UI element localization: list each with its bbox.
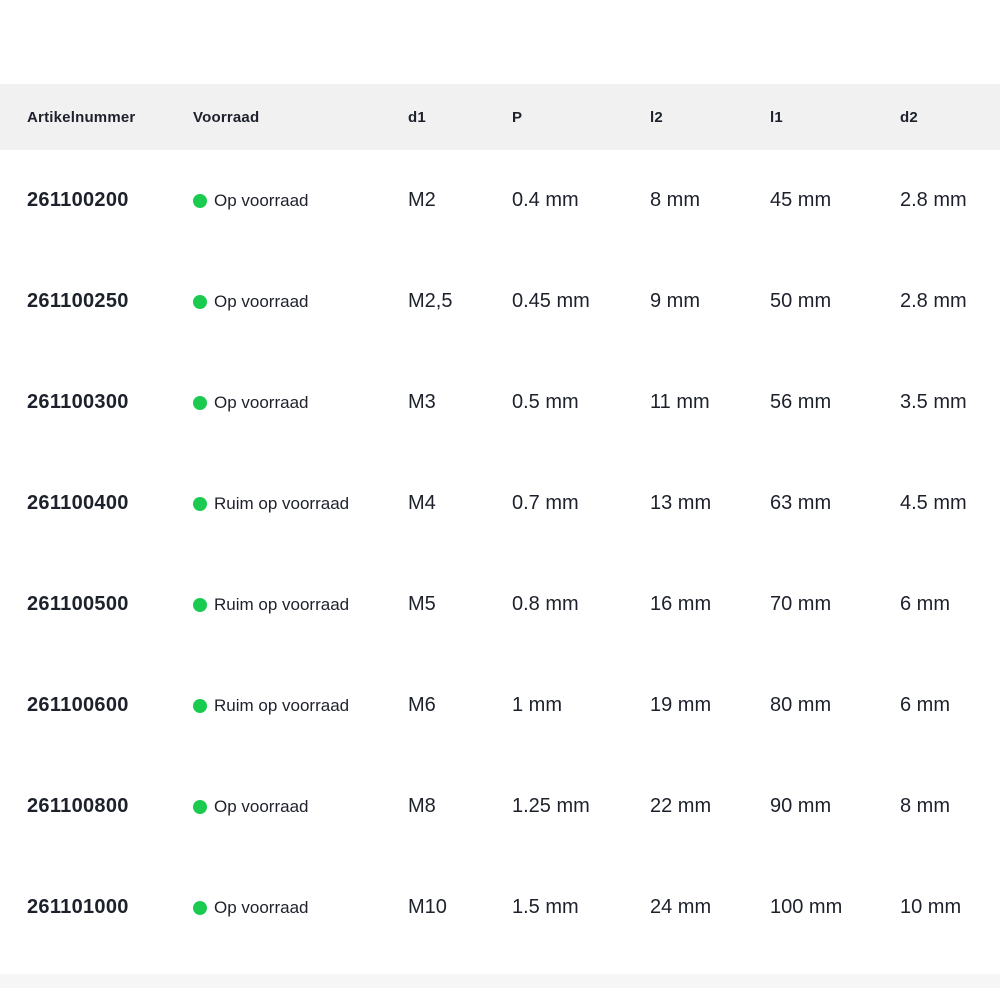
cell-l2: 22 mm bbox=[650, 795, 712, 817]
cell-p: 1.25 mm bbox=[512, 795, 590, 817]
cell-l1: 56 mm bbox=[770, 391, 832, 413]
cell-l1: 50 mm bbox=[770, 290, 832, 312]
stock-status-label: Op voorraad bbox=[214, 190, 309, 210]
stock-status: Op voorraad bbox=[193, 191, 408, 211]
stock-status-label: Ruim op voorraad bbox=[214, 493, 350, 513]
cell-d1: M3 bbox=[408, 391, 436, 413]
in-stock-dot-icon bbox=[193, 496, 207, 511]
stock-status: Op voorraad bbox=[193, 393, 408, 413]
cell-d1: M8 bbox=[408, 795, 436, 817]
article-number: 261100600 bbox=[27, 694, 129, 716]
cell-p: 0.7 mm bbox=[512, 492, 579, 514]
in-stock-dot-icon bbox=[193, 698, 207, 713]
cell-d2: 2.8 mm bbox=[900, 189, 967, 211]
in-stock-dot-icon bbox=[193, 193, 207, 208]
cell-l1: 100 mm bbox=[770, 896, 843, 918]
column-header-l1: l1 bbox=[770, 108, 783, 126]
table-row: 261100300 Op voorraad M3 0.5 mm 11 mm 56 mm 3.… bbox=[0, 352, 1000, 453]
table-row: 261100500 Ruim op voorraad M5 0.8 mm 16 mm 70… bbox=[0, 554, 1000, 655]
table-row: 261100200 Op voorraad M2 0.4 mm 8 mm 45 mm 2.8… bbox=[0, 150, 1000, 251]
stock-status: Op voorraad bbox=[193, 292, 408, 312]
stock-status: Op voorraad bbox=[193, 898, 408, 918]
table-row: 261101000 Op voorraad M10 1.5 mm 24 mm 100 mm… bbox=[0, 857, 1000, 958]
cell-l1: 45 mm bbox=[770, 189, 832, 211]
cell-d1: M2,5 bbox=[408, 290, 453, 312]
stock-status: Ruim op voorraad bbox=[193, 696, 408, 716]
article-number: 261100200 bbox=[27, 189, 129, 211]
article-number: 261100400 bbox=[27, 492, 129, 514]
horizontal-scrollbar-track[interactable] bbox=[0, 974, 1000, 988]
cell-l2: 11 mm bbox=[650, 391, 710, 413]
cell-d2: 3.5 mm bbox=[900, 391, 967, 413]
stock-status: Ruim op voorraad bbox=[193, 494, 408, 514]
cell-p: 1.5 mm bbox=[512, 896, 579, 918]
column-header-p: P bbox=[512, 108, 523, 126]
cell-l1: 80 mm bbox=[770, 694, 832, 716]
cell-d2: 4.5 mm bbox=[900, 492, 967, 514]
table-row: 261100400 Ruim op voorraad M4 0.7 mm 13 mm 63… bbox=[0, 453, 1000, 554]
in-stock-dot-icon bbox=[193, 395, 207, 410]
stock-status-label: Op voorraad bbox=[214, 796, 309, 816]
in-stock-dot-icon bbox=[193, 900, 207, 915]
cell-p: 0.4 mm bbox=[512, 189, 579, 211]
cell-l2: 8 mm bbox=[650, 189, 700, 211]
table-row: 261100250 Op voorraad M2,5 0.45 mm 9 mm 50 mm… bbox=[0, 251, 1000, 352]
cell-l2: 16 mm bbox=[650, 593, 712, 615]
article-number: 261101000 bbox=[27, 896, 129, 918]
cell-d1: M4 bbox=[408, 492, 436, 514]
cell-d2: 8 mm bbox=[900, 795, 950, 817]
column-header-d2: d2 bbox=[900, 108, 918, 126]
stock-status: Ruim op voorraad bbox=[193, 595, 408, 615]
article-number: 261100500 bbox=[27, 593, 129, 615]
stock-status: Op voorraad bbox=[193, 797, 408, 817]
cell-l2: 24 mm bbox=[650, 896, 712, 918]
cell-l2: 9 mm bbox=[650, 290, 700, 312]
cell-d1: M6 bbox=[408, 694, 436, 716]
cell-d1: M10 bbox=[408, 896, 447, 918]
cell-l2: 13 mm bbox=[650, 492, 712, 514]
cell-d2: 6 mm bbox=[900, 593, 950, 615]
column-header-l2: l2 bbox=[650, 108, 663, 126]
cell-d2: 2.8 mm bbox=[900, 290, 967, 312]
in-stock-dot-icon bbox=[193, 294, 207, 309]
column-header-voorraad: Voorraad bbox=[193, 108, 260, 126]
cell-p: 1 mm bbox=[512, 694, 562, 716]
table-row: 261100800 Op voorraad M8 1.25 mm 22 mm 90 mm 8… bbox=[0, 756, 1000, 857]
stock-status-label: Ruim op voorraad bbox=[214, 594, 350, 614]
stock-status-label: Op voorraad bbox=[214, 291, 309, 311]
cell-d1: M2 bbox=[408, 189, 436, 211]
cell-p: 0.5 mm bbox=[512, 391, 579, 413]
table-row: 261100600 Ruim op voorraad M6 1 mm 19 mm 80 m… bbox=[0, 655, 1000, 756]
cell-p: 0.8 mm bbox=[512, 593, 579, 615]
cell-d2: 10 mm bbox=[900, 896, 962, 918]
cell-d2: 6 mm bbox=[900, 694, 950, 716]
table-body: 261100200 Op voorraad M2 0.4 mm 8 mm 45 mm 2.8… bbox=[0, 150, 1000, 958]
in-stock-dot-icon bbox=[193, 597, 207, 612]
article-number: 261100300 bbox=[27, 391, 129, 413]
cell-l2: 19 mm bbox=[650, 694, 712, 716]
article-number: 261100800 bbox=[27, 795, 129, 817]
stock-status-label: Op voorraad bbox=[214, 392, 309, 412]
cell-l1: 63 mm bbox=[770, 492, 832, 514]
article-number: 261100250 bbox=[27, 290, 129, 312]
stock-status-label: Ruim op voorraad bbox=[214, 695, 350, 715]
cell-l1: 90 mm bbox=[770, 795, 832, 817]
cell-p: 0.45 mm bbox=[512, 290, 590, 312]
stock-status-label: Op voorraad bbox=[214, 897, 309, 917]
column-header-artikelnummer: Artikelnummer bbox=[27, 108, 136, 126]
column-header-d1: d1 bbox=[408, 108, 426, 126]
in-stock-dot-icon bbox=[193, 799, 207, 814]
cell-l1: 70 mm bbox=[770, 593, 832, 615]
cell-d1: M5 bbox=[408, 593, 436, 615]
